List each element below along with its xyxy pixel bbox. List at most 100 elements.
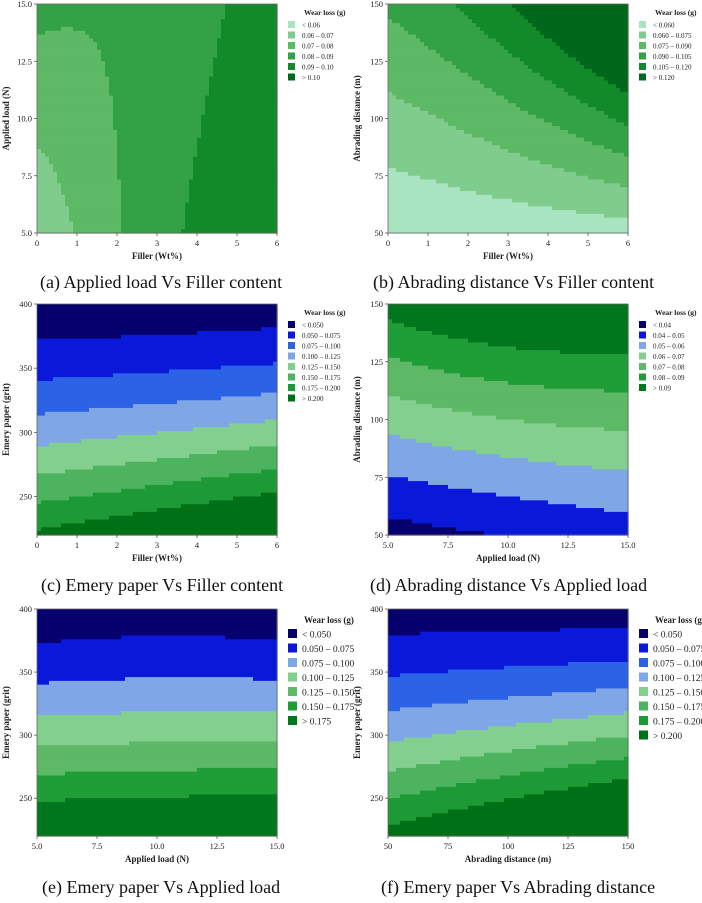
contour-cell [436, 229, 441, 234]
contour-cell [169, 191, 174, 196]
contour-cell [129, 91, 134, 97]
contour-cell [45, 202, 50, 207]
contour-cell [412, 175, 417, 181]
contour-cell [169, 141, 174, 146]
contour-cell [149, 4, 154, 9]
contour-cell [460, 145, 465, 150]
contour-cell [117, 15, 122, 20]
contour-cell [388, 65, 393, 70]
contour-cell [65, 107, 70, 112]
contour-cell [73, 137, 78, 142]
contour-cell [249, 164, 254, 169]
contour-cell [157, 129, 162, 135]
contour-cell [388, 26, 393, 32]
contour-cell [424, 19, 429, 24]
contour-cell [249, 45, 254, 51]
contour-cell [109, 168, 114, 173]
legend-label: < 0.06 [302, 22, 320, 30]
contour-cell [209, 91, 214, 97]
contour-cell [225, 210, 230, 215]
contour-cell [456, 65, 461, 70]
contour-cell [237, 191, 242, 196]
contour-cell [61, 221, 66, 226]
contour-cell [420, 206, 425, 211]
contour-cell [49, 145, 54, 150]
contour-cell [157, 122, 162, 127]
contour-cell [121, 15, 126, 20]
contour-cell [273, 171, 278, 177]
contour-cell [404, 19, 409, 24]
contour-cell [468, 61, 473, 66]
contour-cell [400, 114, 405, 120]
contour-cell [149, 187, 154, 192]
contour-cell [109, 4, 114, 9]
contour-cell [213, 145, 218, 150]
contour-cell [73, 191, 78, 196]
contour-cell [432, 202, 437, 207]
contour-cell [468, 68, 473, 74]
contour-cell [137, 49, 142, 55]
contour-cell [85, 156, 90, 162]
contour-cell [185, 213, 190, 219]
contour-cell [45, 191, 50, 196]
contour-cell [49, 34, 54, 39]
x-axis-label: Filler (Wt%) [132, 251, 182, 261]
contour-cell [181, 164, 186, 169]
contour-cell [201, 23, 206, 28]
contour-cell [444, 61, 449, 66]
contour-cell [45, 152, 50, 158]
contour-cell [101, 11, 106, 17]
contour-cell [57, 26, 62, 32]
contour-cell [105, 42, 110, 47]
contour-cell [265, 133, 270, 139]
contour-cell [388, 99, 393, 104]
contour-cell [408, 65, 413, 70]
contour-cell [237, 38, 242, 43]
contour-cell [412, 7, 417, 13]
contour-cell [165, 72, 170, 78]
contour-cell [424, 99, 429, 104]
contour-cell [85, 65, 90, 70]
contour-cell [448, 57, 453, 62]
contour-cell [53, 103, 58, 108]
contour-cell [165, 76, 170, 81]
contour-cell [89, 194, 94, 200]
contour-cell [53, 213, 58, 219]
contour-cell [265, 114, 270, 120]
contour-cell [261, 30, 266, 36]
contour-cell [241, 23, 246, 28]
contour-cell [456, 133, 461, 139]
contour-cell [404, 179, 409, 184]
contour-cell [49, 126, 54, 131]
contour-cell [468, 152, 473, 158]
contour-cell [37, 103, 42, 108]
contour-cell [113, 23, 118, 28]
contour-cell [225, 99, 230, 104]
contour-cell [89, 175, 94, 181]
contour-cell [253, 187, 258, 192]
contour-cell [65, 80, 70, 85]
contour-cell [472, 80, 477, 85]
contour-cell [117, 19, 122, 24]
contour-cell [229, 149, 234, 154]
contour-cell [85, 213, 90, 219]
contour-cell [189, 194, 194, 200]
contour-cell [49, 175, 54, 181]
contour-cell [149, 118, 154, 123]
contour-cell [460, 4, 465, 9]
contour-cell [89, 23, 94, 28]
contour-cell [432, 129, 437, 135]
contour-cell [97, 221, 102, 226]
contour-cell [97, 68, 102, 74]
contour-cell [444, 53, 449, 59]
contour-cell [173, 129, 178, 135]
contour-cell [432, 145, 437, 150]
contour-cell [476, 103, 481, 108]
contour-cell [117, 7, 122, 13]
contour-cell [105, 84, 110, 89]
contour-cell [213, 4, 218, 9]
contour-cell [213, 68, 218, 74]
contour-cell [460, 53, 465, 59]
contour-cell [476, 49, 481, 55]
contour-cell [440, 84, 445, 89]
